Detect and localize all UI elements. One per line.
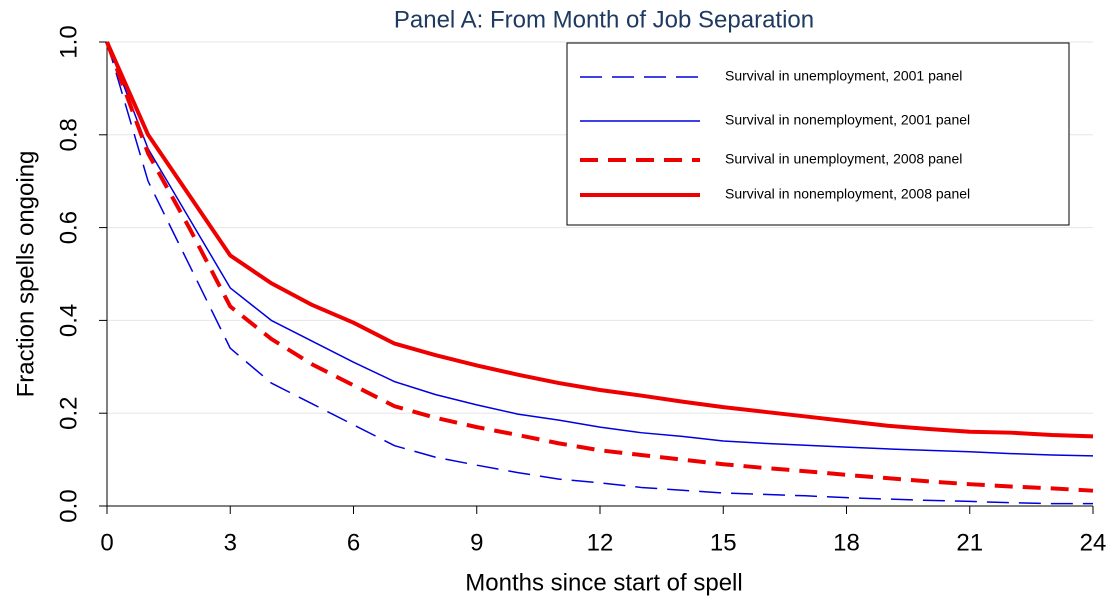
y-tick-label: 1.0 [55,25,82,58]
x-tick-label: 24 [1080,529,1107,556]
y-tick-label: 0.8 [55,118,82,151]
x-tick-label: 21 [956,529,983,556]
y-tick-label: 0.0 [55,489,82,522]
x-tick-label: 6 [347,529,360,556]
series-line [105,41,1094,493]
y-tick-label: 0.4 [55,304,82,337]
x-tick-label: 12 [587,529,614,556]
legend-label: Survival in nonemployment, 2008 panel [725,186,970,202]
y-tick-label: 0.6 [55,211,82,244]
legend-label: Survival in nonemployment, 2001 panel [725,112,970,128]
chart-title: Panel A: From Month of Job Separation [394,6,814,33]
y-axis-label: Fraction spells ongoing [12,151,39,398]
y-tick-label: 0.2 [55,397,82,430]
series-line [106,41,1093,505]
legend-label: Survival in unemployment, 2001 panel [725,68,962,84]
x-tick-label: 3 [224,529,237,556]
x-tick-label: 0 [100,529,113,556]
x-tick-label: 18 [833,529,860,556]
series-line [106,41,1094,457]
x-tick-label: 9 [470,529,483,556]
series-line [105,41,1094,439]
x-axis-label: Months since start of spell [465,569,742,596]
x-tick-label: 15 [710,529,737,556]
legend-label: Survival in unemployment, 2008 panel [725,151,962,167]
